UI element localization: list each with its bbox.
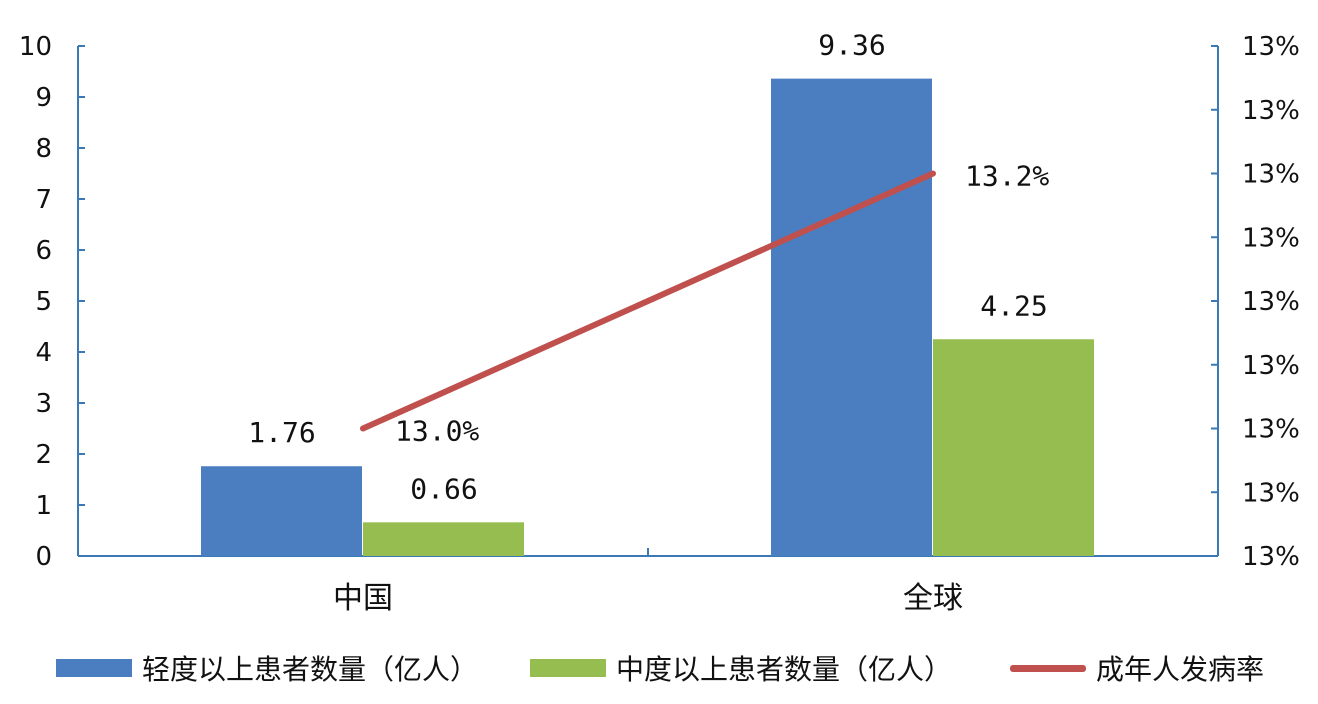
legend-label-moderate: 中度以上患者数量（亿人） bbox=[616, 653, 953, 686]
y-left-tick-label: 8 bbox=[35, 134, 52, 164]
y-right-tick-label: 13% bbox=[1242, 223, 1300, 253]
bar-data-label: 1.76 bbox=[248, 416, 315, 449]
legend-label-rate: 成年人发病率 bbox=[1096, 653, 1265, 686]
y-right-tick-label: 13% bbox=[1242, 287, 1300, 317]
bar-mild bbox=[201, 466, 362, 556]
bar-moderate bbox=[933, 339, 1094, 556]
y-left-tick-label: 10 bbox=[19, 32, 52, 62]
bar-mild bbox=[771, 78, 932, 556]
legend: 轻度以上患者数量（亿人） 中度以上患者数量（亿人） 成年人发病率 bbox=[0, 640, 1318, 700]
y-left-tick-label: 4 bbox=[35, 338, 52, 368]
y-left-tick-label: 0 bbox=[35, 542, 52, 572]
y-left-tick-label: 7 bbox=[35, 185, 52, 215]
legend-item-mild: 轻度以上患者数量（亿人） bbox=[56, 648, 478, 688]
bar-data-label: 0.66 bbox=[410, 472, 477, 505]
legend-swatch-mild bbox=[56, 659, 132, 677]
line-data-label: 13.2% bbox=[965, 160, 1049, 193]
y-left-tick-label: 3 bbox=[35, 389, 52, 419]
legend-swatch-moderate bbox=[530, 659, 606, 677]
y-right-tick-label: 13% bbox=[1242, 32, 1300, 62]
y-right-tick-label: 13% bbox=[1242, 96, 1300, 126]
bar-data-label: 9.36 bbox=[818, 29, 885, 62]
y-left-tick-label: 1 bbox=[35, 491, 52, 521]
y-left-tick-label: 2 bbox=[35, 440, 52, 470]
x-tick-label: 全球 bbox=[903, 581, 963, 616]
y-left-tick-label: 5 bbox=[35, 287, 52, 317]
y-right-tick-label: 13% bbox=[1242, 542, 1300, 572]
bar-data-label: 4.25 bbox=[980, 289, 1047, 322]
bar-moderate bbox=[363, 522, 524, 556]
y-right-tick-label: 13% bbox=[1242, 478, 1300, 508]
y-right-tick-label: 13% bbox=[1242, 351, 1300, 381]
y-right-tick-label: 13% bbox=[1242, 160, 1300, 190]
legend-label-mild: 轻度以上患者数量（亿人） bbox=[142, 653, 479, 686]
y-left-tick-label: 9 bbox=[35, 83, 52, 113]
legend-item-rate: 成年人发病率 bbox=[1010, 648, 1264, 688]
legend-item-moderate: 中度以上患者数量（亿人） bbox=[530, 648, 952, 688]
legend-line-rate bbox=[1010, 664, 1086, 672]
x-tick-label: 中国 bbox=[333, 581, 393, 616]
line-data-label: 13.0% bbox=[395, 415, 479, 448]
y-left-tick-label: 6 bbox=[35, 236, 52, 266]
line-rate bbox=[360, 170, 936, 432]
y-right-tick-label: 13% bbox=[1242, 415, 1300, 445]
